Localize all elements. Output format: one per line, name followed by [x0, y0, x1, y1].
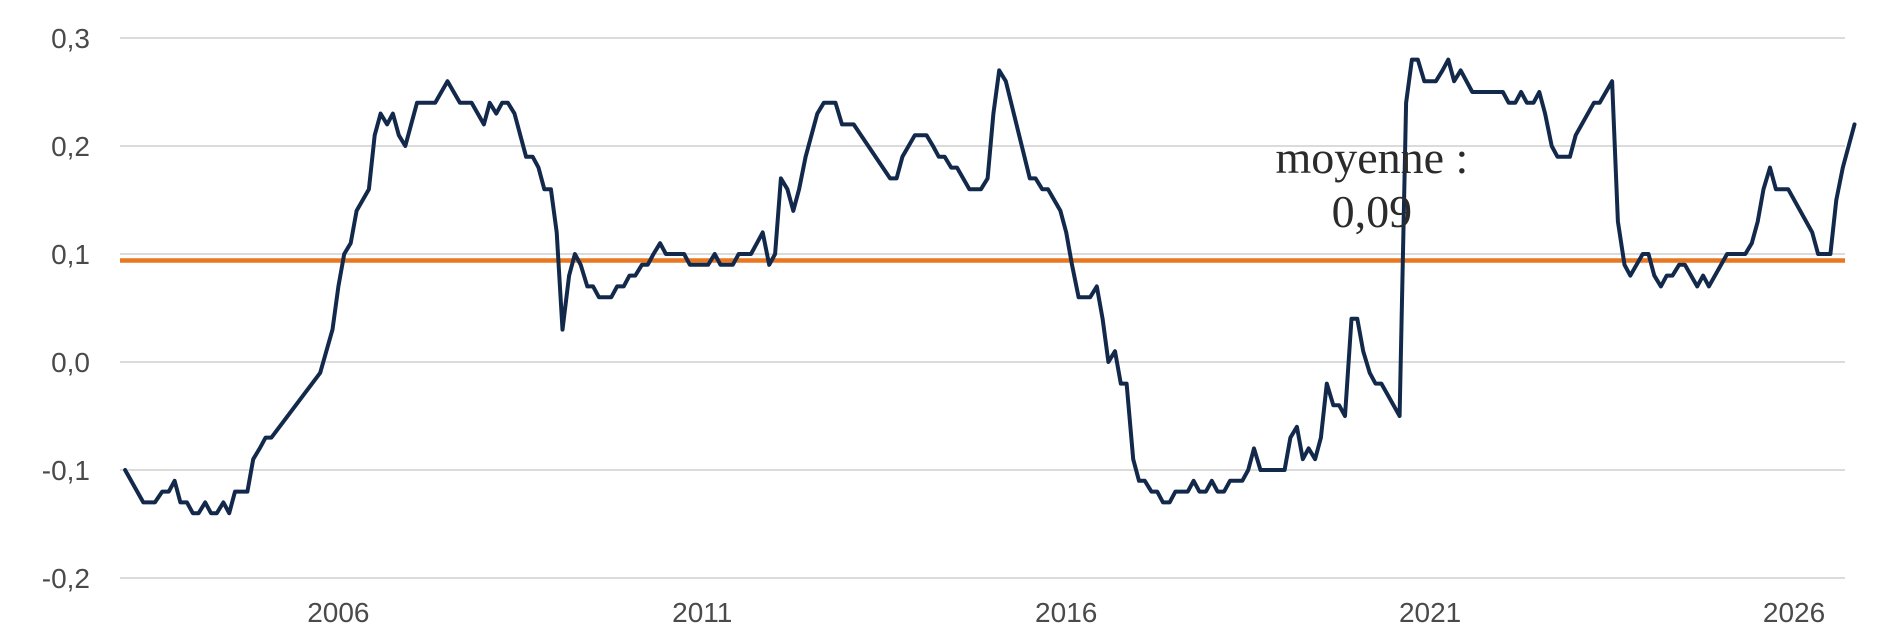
y-axis-tick-labels: 0,3 0,2 0,1 0,0 -0,1 -0,2 [42, 23, 90, 594]
y-tick-label: 0,2 [51, 131, 90, 162]
y-tick-label: 0,3 [51, 23, 90, 54]
x-tick-label: 2026 [1763, 597, 1825, 628]
y-tick-label: 0,1 [51, 239, 90, 270]
x-tick-label: 2011 [672, 597, 732, 628]
series-line [123, 57, 1857, 516]
average-annotation-value: 0,09 [1332, 186, 1413, 237]
y-tick-label: 0,0 [51, 347, 90, 378]
gridlines [120, 37, 1845, 579]
average-annotation-label: moyenne : [1275, 132, 1468, 183]
x-tick-label: 2021 [1399, 597, 1461, 628]
x-tick-label: 2006 [307, 597, 369, 628]
x-tick-label: 2016 [1035, 597, 1097, 628]
y-tick-label: -0,1 [42, 455, 90, 486]
y-tick-label: -0,2 [42, 563, 90, 594]
x-axis-tick-labels: 2006 2011 2016 2021 2026 [307, 597, 1825, 628]
